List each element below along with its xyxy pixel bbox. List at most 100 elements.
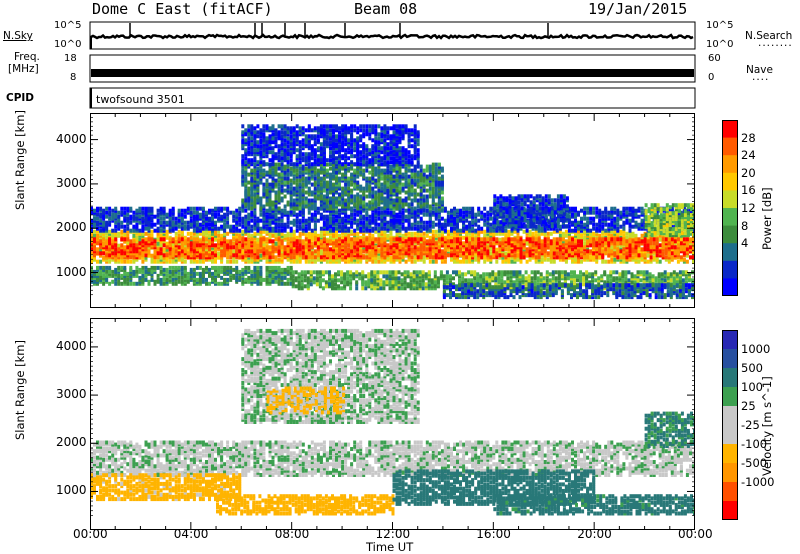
power-cell (120, 257, 124, 262)
power-cell (313, 251, 317, 256)
power-cell (691, 283, 694, 288)
power-cell (318, 278, 322, 283)
power-cell (271, 245, 275, 250)
power-cell (624, 280, 628, 285)
power-cell (510, 249, 514, 254)
power-cell (298, 243, 302, 248)
power-cell (669, 272, 673, 277)
power-cell (612, 287, 616, 292)
power-cell (341, 239, 345, 244)
power-cell (594, 285, 598, 290)
power-cell (268, 273, 272, 278)
power-cell (401, 255, 405, 260)
power-cell (657, 287, 661, 292)
power-cell (479, 283, 483, 288)
power-cell (232, 253, 236, 258)
power-cell (598, 237, 602, 242)
power-cell (567, 253, 571, 258)
power-cell (681, 285, 685, 290)
power-cell (506, 270, 510, 275)
power-cell (165, 245, 169, 250)
power-cell (347, 243, 351, 248)
power-cell (256, 237, 260, 242)
power-cell (238, 269, 242, 274)
power-cell (425, 239, 429, 244)
power-cell (476, 276, 480, 281)
power-cell (262, 237, 266, 242)
power-cell (506, 285, 510, 290)
power-cell (601, 245, 605, 250)
power-cell (479, 287, 483, 292)
power-cell (507, 257, 511, 262)
power-cell (437, 237, 441, 242)
power-cell (503, 270, 507, 275)
power-cell (244, 255, 248, 260)
power-cell (177, 279, 181, 284)
power-cell (350, 237, 354, 242)
power-cell (150, 269, 154, 274)
power-cell (685, 253, 689, 258)
power-cell (545, 278, 549, 283)
power-cell (208, 267, 211, 272)
power-cell (385, 274, 389, 279)
power-cell (579, 285, 582, 290)
power-cell (654, 289, 658, 294)
power-cell (558, 233, 562, 238)
power-cell (564, 239, 568, 244)
power-cell (201, 267, 205, 272)
cpid-text: twofsound 3501 (96, 93, 185, 106)
power-cell (503, 295, 507, 300)
power-cell (609, 283, 613, 288)
power-cell (93, 255, 96, 260)
power-cell (319, 239, 323, 244)
power-cell (407, 237, 411, 242)
power-cell (280, 275, 284, 280)
power-cell (634, 259, 638, 264)
power-cell (377, 255, 381, 260)
power-cell (621, 270, 625, 275)
power-cell (619, 229, 623, 234)
power-cell (120, 243, 124, 248)
nave-legend-dots: ···· (752, 74, 770, 86)
power-cell (519, 259, 523, 264)
power-cell (489, 259, 493, 264)
power-cell (613, 241, 617, 246)
power-cell (625, 231, 629, 236)
power-cell (217, 265, 221, 270)
power-cell (603, 283, 607, 288)
power-cell (165, 229, 169, 234)
power-cell (368, 239, 372, 244)
power-cell (471, 259, 475, 264)
power-cell (395, 255, 399, 260)
power-cell (389, 255, 393, 260)
power-cell (162, 267, 166, 272)
power-cell (120, 273, 124, 278)
power-cell (551, 289, 555, 294)
power-cell (241, 267, 245, 272)
power-cell (388, 286, 392, 291)
power-cell (346, 270, 350, 275)
power-cell (421, 270, 425, 275)
power-cell (291, 270, 295, 275)
power-cell (464, 289, 468, 294)
power-cell (195, 265, 199, 270)
power-cell (162, 281, 166, 286)
power-cell (244, 265, 248, 270)
power-cell (633, 280, 637, 285)
power-cell (96, 247, 99, 252)
power-cell (604, 259, 608, 264)
power-cell (530, 270, 534, 275)
power-cell (570, 280, 573, 285)
power-cell (655, 253, 659, 258)
power-cell (458, 270, 461, 275)
power-cell (355, 280, 359, 285)
power-cell (610, 229, 614, 234)
power-cell (445, 285, 449, 290)
power-cell (353, 249, 357, 254)
power-cell (591, 272, 595, 277)
power-cell (165, 273, 169, 278)
power-cell (301, 241, 305, 246)
power-cell (543, 255, 547, 260)
power-cell (678, 289, 682, 294)
power-cell (174, 249, 178, 254)
